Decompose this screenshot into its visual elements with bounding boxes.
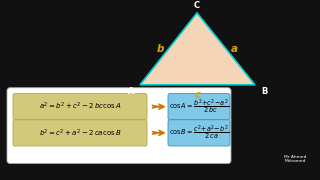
Text: c: c [195, 90, 201, 100]
Text: C: C [194, 1, 200, 10]
Text: $\cos B=\dfrac{c^2\!+\!a^2\!-\!b^2}{2\,ca}$: $\cos B=\dfrac{c^2\!+\!a^2\!-\!b^2}{2\,c… [169, 124, 229, 142]
FancyBboxPatch shape [168, 94, 230, 120]
FancyBboxPatch shape [13, 120, 147, 146]
FancyBboxPatch shape [7, 88, 231, 163]
Text: $\cos A=\dfrac{b^2\!+\!c^2\!-\!a^2}{2\,bc}$: $\cos A=\dfrac{b^2\!+\!c^2\!-\!a^2}{2\,b… [169, 98, 229, 116]
FancyBboxPatch shape [168, 120, 230, 146]
Text: A: A [127, 87, 134, 96]
Text: $b^2 = c^2 + a^2 - 2\,ca\cos B$: $b^2 = c^2 + a^2 - 2\,ca\cos B$ [39, 127, 121, 139]
Polygon shape [140, 13, 255, 85]
Text: b: b [157, 44, 164, 54]
Text: a: a [230, 44, 237, 54]
Text: $a^2 = b^2 + c^2 - 2\,bc\cos A$: $a^2 = b^2 + c^2 - 2\,bc\cos A$ [39, 101, 121, 112]
Text: B: B [261, 87, 268, 96]
FancyBboxPatch shape [13, 94, 147, 120]
Text: Mr Ahmed
Mohamed: Mr Ahmed Mohamed [284, 155, 306, 163]
